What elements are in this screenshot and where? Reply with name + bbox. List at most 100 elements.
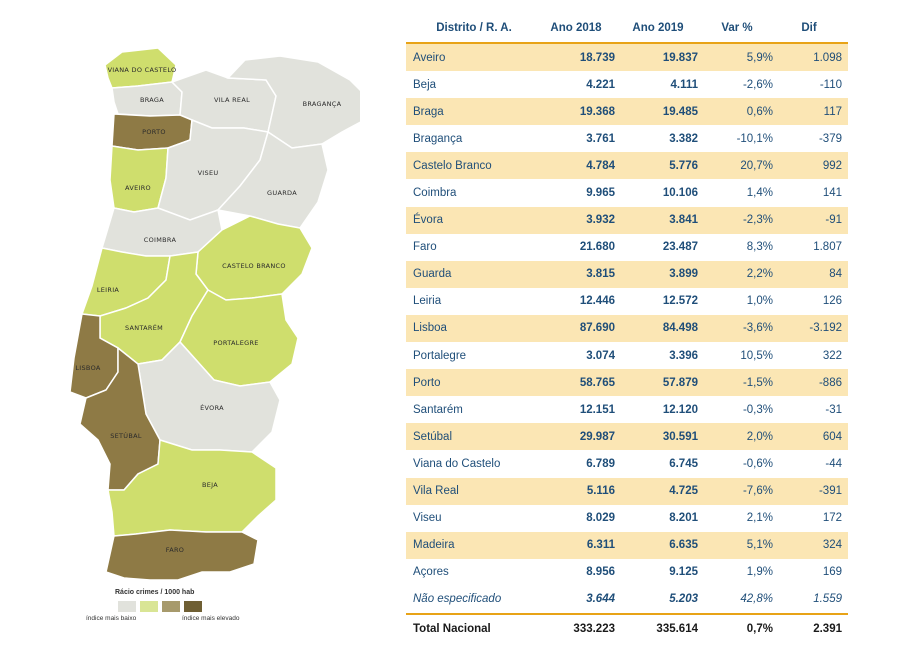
cell-var: 8,3% xyxy=(746,241,773,254)
cell-name: Leiria xyxy=(413,295,442,308)
cell-dif: -31 xyxy=(825,403,842,416)
cell-name: Não especificado xyxy=(413,593,502,606)
table-row: Lisboa 87.690 84.498 -3,6% -3.192 xyxy=(406,314,848,343)
legend-swatch-2 xyxy=(140,601,158,612)
region-label: SANTARÉM xyxy=(125,323,163,332)
cell-var: 2,0% xyxy=(700,423,775,451)
cell-2019: 30.591 xyxy=(617,423,700,451)
table-row-unspecified: Não especificado 3.644 5.203 42,8% 1.559 xyxy=(406,586,848,614)
table-row: Guarda 3.815 3.899 2,2% 84 xyxy=(406,260,848,288)
table-row-total: Total Nacional 333.223 335.614 0,7% 2.39… xyxy=(406,612,848,643)
table-row: Setúbal 29.987 30.591 2,0% 604 xyxy=(406,423,848,451)
cell-2018: 3.644 xyxy=(586,593,615,606)
cell-var: 2,1% xyxy=(746,512,773,525)
region-label: PORTALEGRE xyxy=(213,339,258,347)
cell-2018: 19.368 xyxy=(536,98,617,126)
cell-name: Lisboa xyxy=(406,314,536,343)
header-dif: Dif xyxy=(775,14,848,44)
cell-2018: 9.965 xyxy=(586,187,615,200)
cell-var: -1,5% xyxy=(700,369,775,397)
table-row: Madeira 6.311 6.635 5,1% 324 xyxy=(406,531,848,559)
region-label: VISEU xyxy=(198,169,219,177)
cell-dif: 1.098 xyxy=(775,43,848,72)
district-crime-table: Distrito / R. A. Ano 2018 Ano 2019 Var %… xyxy=(406,14,848,643)
region-label: VILA REAL xyxy=(214,96,250,104)
region-faro xyxy=(105,529,259,581)
table-row: Castelo Branco 4.784 5.776 20,7% 992 xyxy=(406,152,848,180)
legend-swatch-3 xyxy=(162,601,180,612)
cell-name: Évora xyxy=(406,206,536,234)
cell-var: 0,7% xyxy=(700,612,775,643)
cell-var: -10,1% xyxy=(736,132,773,145)
cell-dif: 172 xyxy=(822,512,842,525)
cell-name: Bragança xyxy=(413,132,463,145)
legend-swatch-1 xyxy=(118,601,136,612)
table-row: Santarém 12.151 12.120 -0,3% -31 xyxy=(406,396,848,423)
cell-dif: -3.192 xyxy=(775,314,848,343)
cell-2019: 4.725 xyxy=(617,477,700,505)
cell-dif: 126 xyxy=(822,295,842,308)
cell-var: -2,6% xyxy=(742,78,773,91)
cell-dif: 2.391 xyxy=(775,612,848,643)
cell-name: Guarda xyxy=(406,260,536,288)
cell-dif: 169 xyxy=(822,566,842,579)
table-row: Braga 19.368 19.485 0,6% 117 xyxy=(406,98,848,126)
cell-dif: 1.807 xyxy=(813,241,842,254)
cell-dif: 1.559 xyxy=(813,593,842,606)
table-row: Açores 8.956 9.125 1,9% 169 xyxy=(406,559,848,586)
table-row: Viana do Castelo 6.789 6.745 -0,6% -44 xyxy=(406,450,848,477)
cell-var: 5,9% xyxy=(700,43,775,72)
cell-dif: 604 xyxy=(775,423,848,451)
cell-var: -0,6% xyxy=(742,457,773,470)
cell-2019: 3.841 xyxy=(617,206,700,234)
cell-2019: 10.106 xyxy=(662,187,698,200)
cell-2019: 5.203 xyxy=(669,593,698,606)
cell-2018: 12.446 xyxy=(579,295,615,308)
table-row: Faro 21.680 23.487 8,3% 1.807 xyxy=(406,234,848,261)
table-row: Portalegre 3.074 3.396 10,5% 322 xyxy=(406,342,848,369)
cell-2019: 19.485 xyxy=(617,98,700,126)
cell-name: Faro xyxy=(413,241,437,254)
cell-2018: 3.932 xyxy=(536,206,617,234)
region-label: AVEIRO xyxy=(125,184,151,192)
region-label: BRAGA xyxy=(140,96,164,104)
cell-dif: -391 xyxy=(775,477,848,505)
district-map: VIANA DO CASTELO BRAGA VILA REAL BRAGANÇA PO… xyxy=(30,20,360,640)
cell-2018: 87.690 xyxy=(536,314,617,343)
cell-2018: 18.739 xyxy=(536,43,617,72)
cell-2018: 4.221 xyxy=(586,78,615,91)
cell-2019: 23.487 xyxy=(662,241,698,254)
cell-name: Braga xyxy=(406,98,536,126)
legend-title: Rácio crimes / 1000 hab xyxy=(115,589,195,596)
cell-dif: 322 xyxy=(822,349,842,362)
region-label: BRAGANÇA xyxy=(303,100,342,108)
cell-2018: 58.765 xyxy=(536,369,617,397)
region-label: SETÚBAL xyxy=(110,431,142,440)
cell-2019: 5.776 xyxy=(617,152,700,180)
cell-name: Viseu xyxy=(413,512,442,525)
portugal-map: VIANA DO CASTELO BRAGA VILA REAL BRAGANÇA PO… xyxy=(69,47,360,581)
region-braganca xyxy=(226,55,360,149)
region-label: PORTO xyxy=(142,128,166,136)
cell-2019: 4.111 xyxy=(670,78,698,91)
cell-var: 5,1% xyxy=(700,531,775,559)
cell-name: Vila Real xyxy=(406,477,536,505)
cell-dif: 992 xyxy=(775,152,848,180)
region-label: CASTELO BRANCO xyxy=(222,262,286,270)
cell-2018: 5.116 xyxy=(536,477,617,505)
cell-2018: 12.151 xyxy=(579,403,615,416)
table-row: Aveiro 18.739 19.837 5,9% 1.098 xyxy=(406,43,848,72)
cell-name: Aveiro xyxy=(406,43,536,72)
cell-2019: 12.120 xyxy=(662,403,698,416)
cell-2018: 6.789 xyxy=(586,457,615,470)
table-row: Coimbra 9.965 10.106 1,4% 141 xyxy=(406,179,848,206)
header-year-2019: Ano 2019 xyxy=(617,14,700,44)
table-header-row: Distrito / R. A. Ano 2018 Ano 2019 Var %… xyxy=(406,14,848,44)
cell-var: 1,9% xyxy=(746,566,773,579)
cell-2019: 3.899 xyxy=(617,260,700,288)
cell-var: 42,8% xyxy=(740,593,773,606)
cell-var: -7,6% xyxy=(700,477,775,505)
header-district: Distrito / R. A. xyxy=(406,14,536,44)
cell-dif: 324 xyxy=(775,531,848,559)
cell-2019: 84.498 xyxy=(617,314,700,343)
